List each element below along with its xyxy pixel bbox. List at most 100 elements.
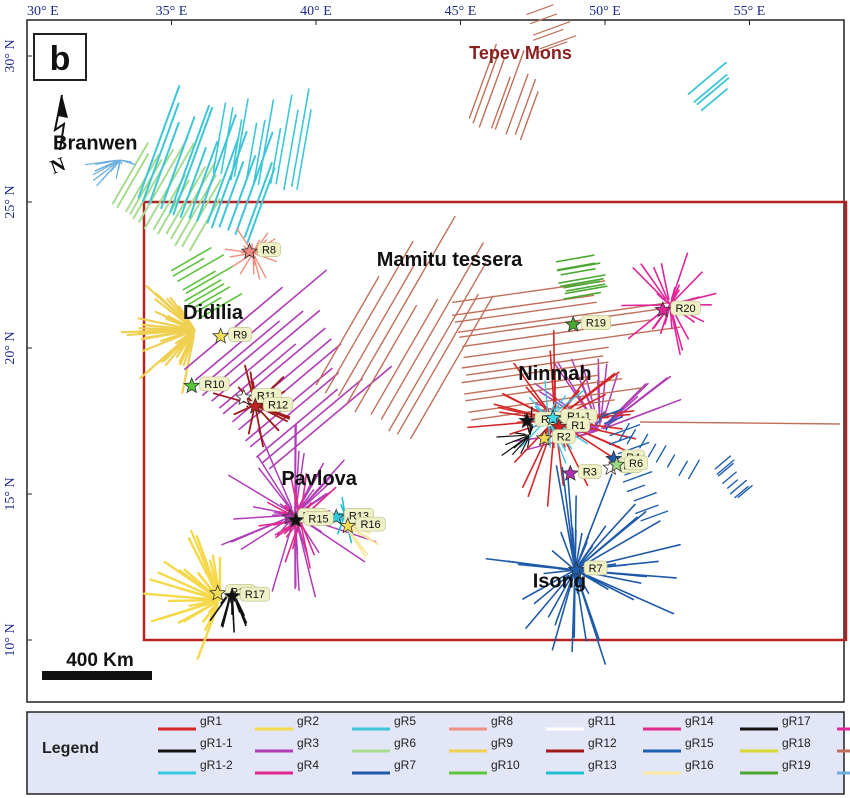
star-icon: [518, 411, 536, 429]
center-label: R1: [571, 420, 585, 432]
center-label-bg: [566, 417, 591, 433]
center-label-bg: [303, 510, 334, 526]
star-icon: [535, 429, 553, 446]
legend-entry-gr5: gR5: [352, 714, 416, 731]
lat-tick-label: 25° N: [3, 185, 18, 218]
legend-entry-gr10: gR10: [449, 758, 520, 775]
center-r17: R17: [223, 586, 270, 604]
legend-label: gR4: [297, 758, 319, 772]
center-r3: R3: [561, 464, 602, 481]
legend-entry-gr20: gR20: [837, 727, 850, 731]
panel-label: b: [33, 33, 87, 81]
legend-entry-gr17: gR17: [740, 714, 811, 731]
star-icon: [223, 587, 241, 604]
latitude-tick-labels: 30° N 25° N 20° N 15° N 10° N: [3, 39, 32, 657]
lineament-swarm-gR2: [143, 529, 222, 660]
lineament-swarm-gR7: [485, 465, 681, 665]
legend-title: Legend: [42, 740, 99, 757]
center-r2: R2: [535, 429, 576, 446]
star-icon: [564, 315, 582, 332]
legend-entry-gr4: gR4: [255, 758, 319, 775]
lat-tick-label: 10° N: [3, 623, 18, 656]
legend-label: gR18: [782, 736, 811, 750]
center-r12: R12: [246, 397, 294, 414]
place-name: Pavlova: [281, 468, 357, 490]
star-icon: [183, 376, 201, 394]
star-icon: [209, 584, 227, 601]
legend-label: gR6: [394, 736, 416, 750]
lat-tick-label: 20° N: [3, 331, 18, 364]
center-r10: R10: [183, 376, 230, 394]
place-name: Tepev Mons: [469, 43, 572, 63]
legend-entry-gr11: gR11: [546, 714, 616, 731]
lineament-set-gR15: [595, 410, 700, 480]
legend-label: gR15: [685, 736, 714, 750]
legend-entry-gbc: gBC: [837, 771, 850, 775]
legend-label: gR9: [491, 736, 513, 750]
place-name: Didilia: [183, 302, 244, 324]
star-icon: [287, 511, 305, 528]
center-label-bg: [578, 464, 602, 479]
lineament-set-gR5: [687, 61, 730, 112]
legend-label: gR14: [685, 714, 714, 728]
center-label: R12: [268, 399, 288, 411]
center-r9: R9: [211, 327, 252, 344]
center-r6: R6: [607, 455, 648, 473]
legend-label: gR11: [588, 714, 616, 728]
center-r19: R19: [564, 315, 612, 332]
center-label: R9: [233, 329, 247, 341]
star-icon: [235, 388, 253, 405]
star-icon: [544, 409, 562, 426]
center-label-bg: [263, 397, 294, 412]
legend-entry-gr1-2: gR1-2: [158, 758, 233, 775]
legend: Legend gR1gR1-1gR1-2gR2gR3gR4gR5gR6gR7gR…: [26, 711, 850, 795]
star-icon: [240, 242, 259, 259]
star-icon: [246, 397, 264, 414]
legend-label: gR10: [491, 758, 520, 772]
place-names: Tepev Mons Branwen Mamitu tessera Didilia Ni…: [53, 43, 592, 593]
legend-entry-gr15: gR15: [643, 736, 714, 753]
star-icon: [654, 300, 672, 318]
star-icon: [211, 327, 230, 344]
scale-bar-rule: [42, 671, 152, 680]
legend-label: gR1: [200, 714, 222, 728]
center-label: R10: [204, 379, 224, 391]
center-label: R3: [583, 467, 597, 479]
star-icon: [561, 464, 579, 481]
star-icon: [607, 455, 626, 473]
lineament-set-gR5: [212, 88, 312, 191]
map-frame: [26, 19, 845, 703]
lon-tick-label: 40° E: [300, 4, 332, 19]
center-label: R16: [360, 519, 380, 531]
legend-entry-gr3: gR3: [255, 736, 319, 753]
legend-entry-gr13: gR13: [546, 758, 617, 775]
lat-tick-label: 15° N: [3, 477, 18, 510]
place-name: Mamitu tessera: [377, 249, 523, 271]
legend-entry-gr1: gR1: [158, 714, 222, 731]
star-icon: [339, 517, 357, 534]
center-r16: R16: [339, 516, 386, 534]
lon-tick-label: 55° E: [734, 4, 766, 19]
panel-letter: b: [50, 40, 71, 78]
center-label-bg: [228, 327, 252, 342]
center-r15: R15: [287, 510, 334, 528]
legend-label: gR13: [588, 758, 617, 772]
legend-entry-gr6: gR6: [352, 736, 416, 753]
lineament-set-gR5: [137, 85, 276, 244]
legend-entry-gr14: gR14: [643, 714, 714, 731]
legend-label: gR1-1: [200, 736, 233, 750]
center-label-bg: [239, 586, 270, 602]
lineament-swarm-gR1-1: [496, 406, 534, 456]
legend-entry-gnyx: gNyx: [837, 749, 850, 753]
place-name: Ninmah: [518, 363, 591, 385]
center-label-bg: [580, 315, 612, 330]
legend-entry-gr8: gR8: [449, 714, 513, 731]
legend-label: gR16: [685, 758, 714, 772]
legend-label: gR12: [588, 736, 617, 750]
legend-entry-gr19: gR19: [740, 758, 811, 775]
center-label: R8: [262, 245, 276, 257]
center-label-bg: [624, 455, 648, 471]
center-label-bg: [199, 376, 230, 392]
lineament-set-gR6: [111, 136, 222, 252]
center-label-bg: [257, 242, 281, 257]
